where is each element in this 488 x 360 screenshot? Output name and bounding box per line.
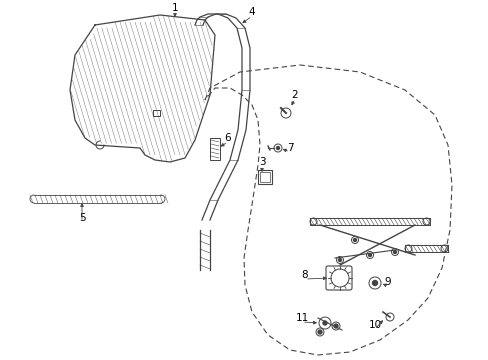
Circle shape: [338, 258, 341, 261]
Text: 5: 5: [79, 213, 85, 223]
FancyBboxPatch shape: [325, 266, 351, 290]
Circle shape: [276, 147, 279, 149]
FancyBboxPatch shape: [153, 110, 160, 116]
Text: 10: 10: [367, 320, 381, 330]
FancyBboxPatch shape: [209, 138, 220, 160]
Text: 1: 1: [171, 3, 178, 13]
Text: 6: 6: [224, 133, 231, 143]
Circle shape: [353, 239, 356, 242]
Circle shape: [323, 321, 326, 325]
Text: 3: 3: [258, 157, 265, 167]
Text: 4: 4: [248, 7, 255, 17]
FancyBboxPatch shape: [260, 172, 269, 182]
Text: 7: 7: [286, 143, 293, 153]
Text: 2: 2: [291, 90, 298, 100]
FancyBboxPatch shape: [258, 170, 271, 184]
Circle shape: [393, 251, 396, 253]
Text: 9: 9: [384, 277, 390, 287]
Text: 8: 8: [301, 270, 307, 280]
Text: 11: 11: [295, 313, 308, 323]
Circle shape: [372, 280, 377, 285]
Circle shape: [368, 253, 371, 257]
Circle shape: [333, 324, 337, 328]
Circle shape: [317, 330, 321, 334]
